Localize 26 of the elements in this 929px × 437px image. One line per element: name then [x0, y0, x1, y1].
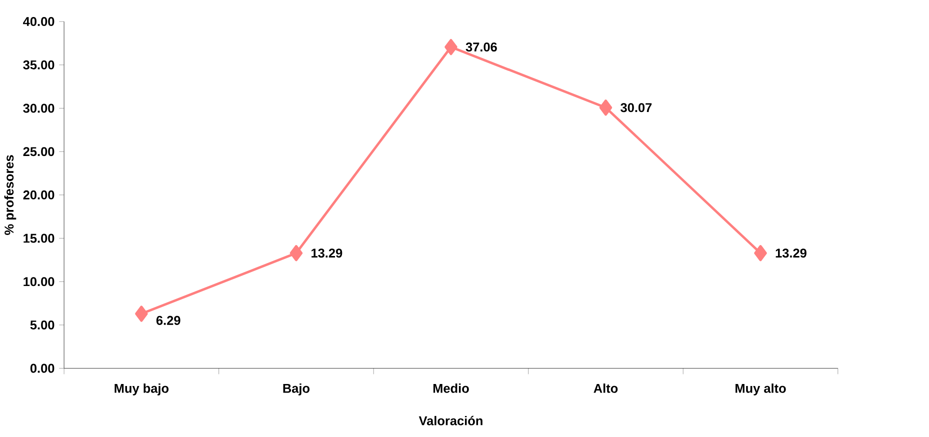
x-tick-label: Muy alto: [736, 384, 786, 396]
y-tick-label: 20.00: [23, 190, 54, 200]
point: [599, 100, 612, 116]
y-tick-label: 25.00: [23, 147, 54, 156]
y-tick-label: 0.00: [30, 364, 54, 373]
y-tick-label: 10.00: [24, 277, 54, 286]
data-label: 6.29: [156, 316, 180, 326]
y-tick-label: 15.00: [24, 234, 54, 243]
x-tick-label: Alto: [594, 384, 618, 393]
point: [290, 245, 303, 262]
y-tick-label: 30.00: [23, 104, 54, 113]
point: [754, 245, 767, 262]
data-label: 37.06: [466, 42, 497, 52]
y-tick-label: 35.00: [23, 60, 54, 70]
y-tick-label: 5.00: [30, 320, 54, 330]
x-tick-label: Muy bajo: [114, 384, 169, 396]
point: [135, 306, 148, 322]
x-tick-label: Bajo: [283, 384, 310, 396]
y-axis-title: % profesores: [4, 155, 16, 236]
data-label: 13.29: [776, 248, 806, 258]
point: [444, 39, 458, 56]
data-label: 13.29: [312, 248, 342, 258]
data-label: 30.07: [620, 103, 652, 112]
x-tick-label: Medio: [433, 384, 469, 393]
x-axis-title: Valoración: [418, 416, 482, 426]
y-tick-label: 40.00: [23, 17, 54, 26]
